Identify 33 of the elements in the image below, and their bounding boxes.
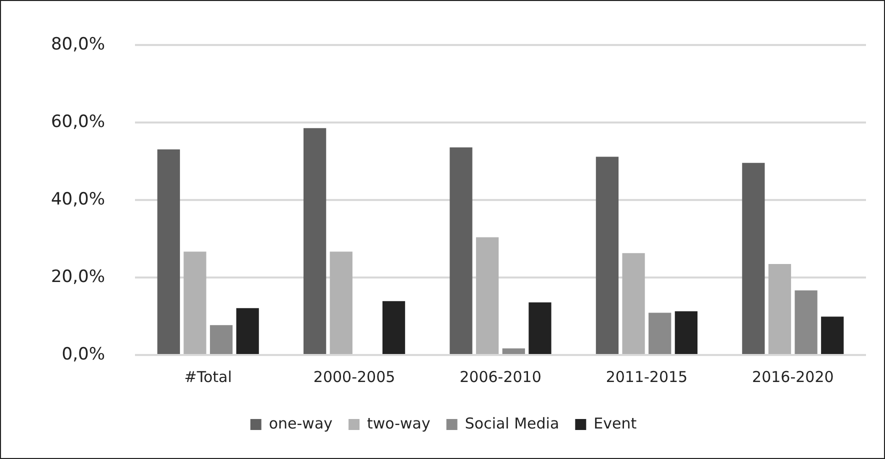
legend-label: Event [594,414,637,432]
bar [184,252,206,354]
y-tick-label: 0,0% [62,344,106,364]
bar [382,301,406,354]
bar [742,162,765,354]
legend-label: two-way [367,414,430,432]
bar [794,290,818,354]
y-tick-label: 80,0% [50,34,106,55]
y-tick-label: 20,0% [50,266,106,287]
bar [157,149,180,354]
bar [596,156,619,354]
bar [502,348,525,354]
bar [304,128,326,354]
bar [648,312,672,354]
bar [210,325,233,354]
legend-label: one-way [268,414,333,432]
x-tick-label: 2006-2010 [460,368,542,386]
x-tick-label: #Total [184,368,232,386]
bar [528,302,552,354]
y-tick-label: 40,0% [50,190,106,210]
bar [768,264,792,354]
bar [450,147,472,354]
x-tick-label: 2000-2005 [313,368,396,386]
bar [476,237,499,354]
bar [674,311,698,354]
bar [821,316,844,354]
x-tick-label: 2011-2015 [606,368,688,386]
bar [622,253,645,354]
legend-label: Social Media [464,414,560,432]
bar [330,252,352,354]
x-tick-label: 2016-2020 [752,368,834,386]
y-tick-label: 60,0% [50,112,106,132]
bar [236,308,259,354]
